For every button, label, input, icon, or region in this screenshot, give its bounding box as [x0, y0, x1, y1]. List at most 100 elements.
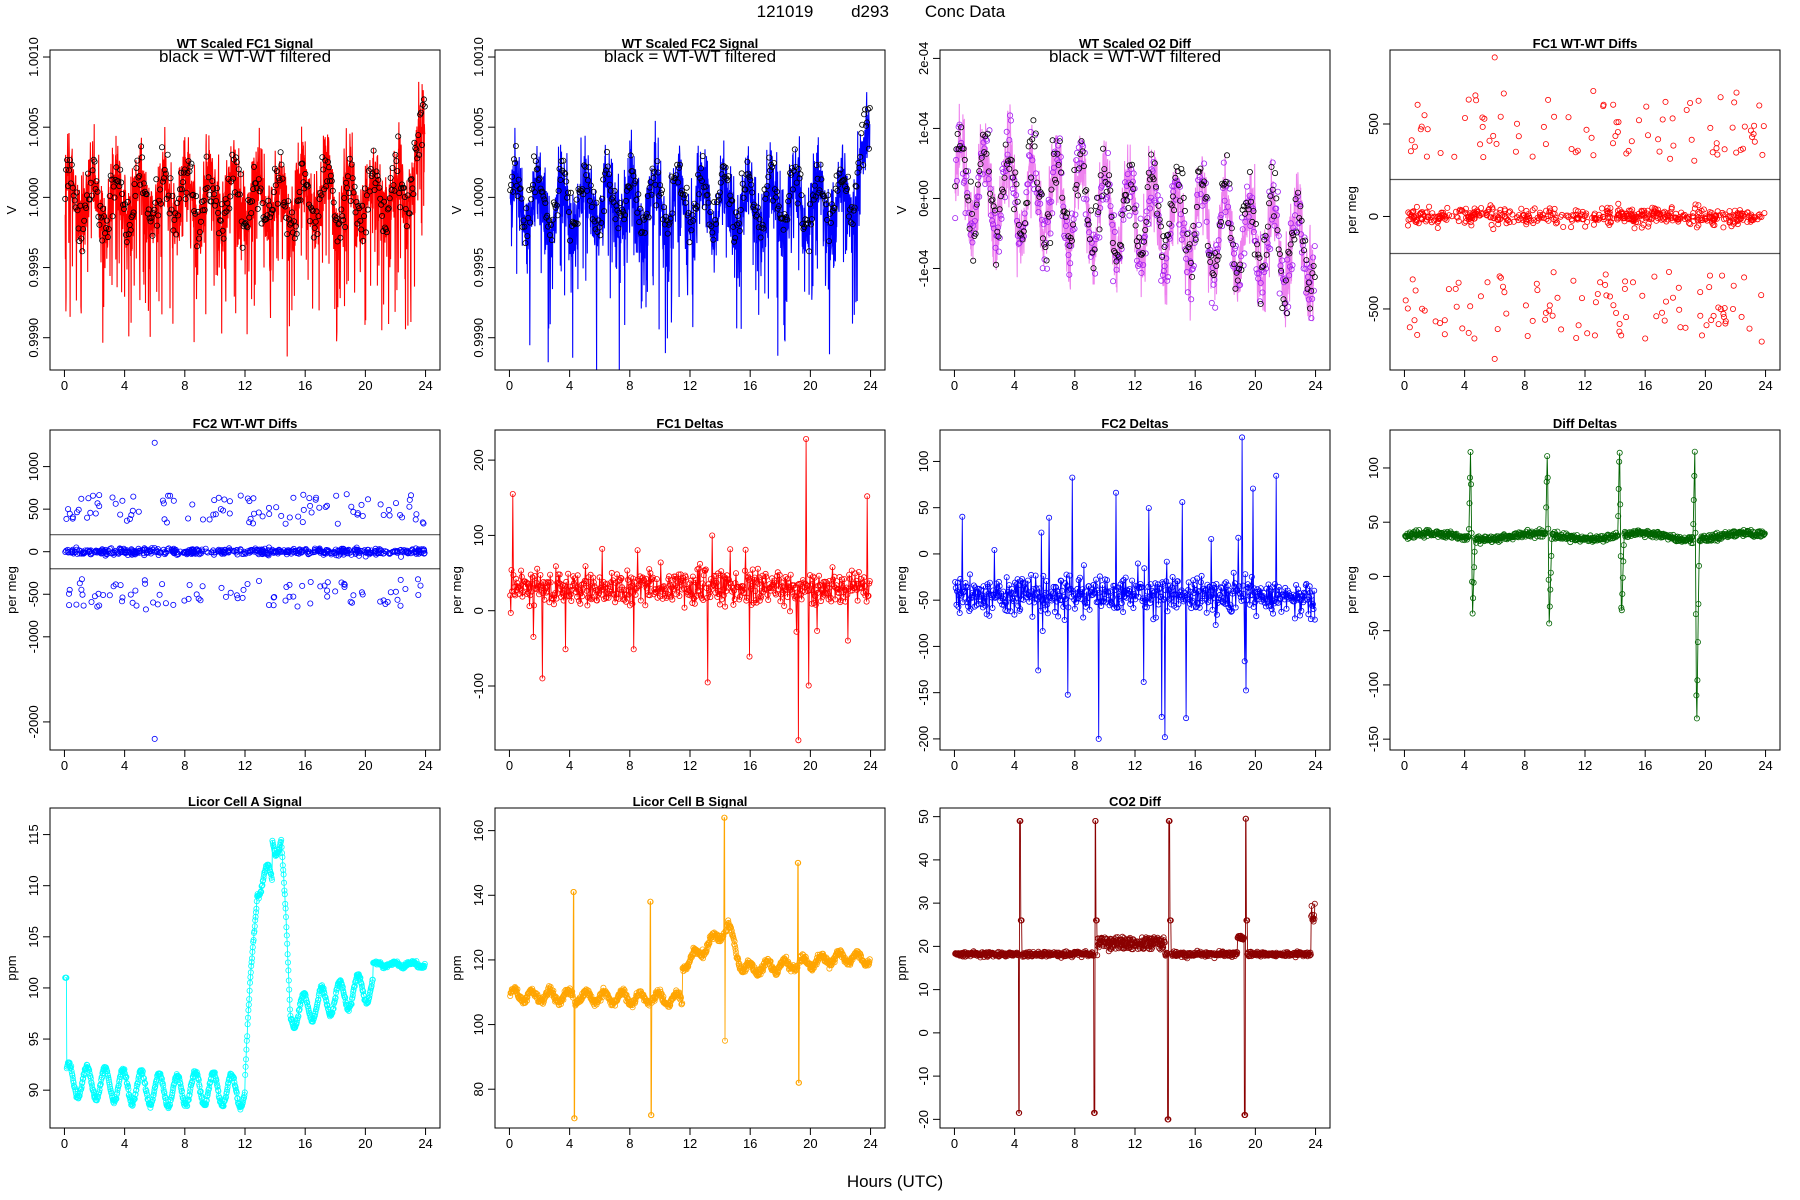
data-point [1512, 148, 1519, 155]
data-point [197, 218, 204, 225]
data-point [1276, 250, 1283, 257]
data-point [1036, 585, 1043, 592]
data-point [603, 167, 610, 174]
data-point [1032, 130, 1039, 137]
data-point [1091, 245, 1098, 252]
data-point [598, 591, 605, 598]
data-point [714, 593, 721, 600]
data-point [359, 513, 366, 520]
y-tick-label: 200 [471, 449, 486, 471]
data-point [95, 213, 102, 220]
data-point [1097, 172, 1104, 179]
data-point [296, 189, 303, 196]
data-point [550, 601, 557, 608]
data-point [1203, 587, 1210, 594]
data-point [612, 599, 619, 606]
data-point [1086, 583, 1093, 590]
data-point [638, 229, 645, 236]
data-point [746, 173, 753, 180]
data-point [984, 169, 991, 176]
data-point [1113, 258, 1120, 265]
data-point [386, 512, 393, 519]
data-point [1446, 212, 1453, 219]
data-point [1073, 181, 1080, 188]
data-point [1222, 208, 1229, 215]
data-point [1465, 96, 1472, 103]
figure-title-date: 121019 [757, 2, 814, 21]
data-point [250, 495, 257, 502]
data-point [1756, 102, 1763, 109]
data-point [235, 166, 242, 173]
data-point [1008, 589, 1015, 596]
data-point [861, 583, 868, 590]
data-point [1653, 209, 1660, 216]
y-tick-label: 2e-04 [916, 42, 931, 75]
data-point [1226, 180, 1233, 187]
data-point [282, 549, 289, 556]
data-point [1215, 237, 1222, 244]
data-point [83, 204, 90, 211]
data-point [1186, 241, 1193, 248]
data-point [622, 212, 629, 219]
data-point [808, 216, 815, 223]
data-point [509, 173, 516, 180]
data-point [1048, 186, 1055, 193]
data-point [1471, 564, 1478, 571]
data-point [1000, 188, 1007, 195]
data-point [1013, 181, 1020, 188]
data-point [247, 515, 254, 522]
data-point [1630, 218, 1637, 225]
data-point [707, 576, 714, 583]
data-point [832, 185, 839, 192]
data-point [777, 598, 784, 605]
data-point [812, 193, 819, 200]
data-point [1096, 573, 1103, 580]
data-point [1543, 504, 1550, 511]
data-point [720, 592, 727, 599]
data-point [1694, 677, 1701, 684]
data-point [1137, 215, 1144, 222]
data-point [1307, 589, 1314, 596]
data-point [1301, 247, 1308, 254]
data-point [186, 582, 193, 589]
data-point [977, 591, 984, 598]
data-point [105, 225, 112, 232]
data-point [250, 510, 257, 517]
data-point [1004, 608, 1011, 615]
data-point [211, 497, 218, 504]
data-point [1260, 596, 1267, 603]
data-point [296, 547, 303, 554]
data-point [864, 493, 871, 500]
data-point [1136, 234, 1143, 241]
data-point [397, 547, 404, 554]
data-point [1148, 596, 1155, 603]
data-point [1279, 305, 1286, 312]
data-point [794, 200, 801, 207]
data-point [1011, 206, 1018, 213]
x-tick-label: 0 [1401, 758, 1408, 773]
x-tick-label: 16 [1638, 758, 1652, 773]
data-point [1692, 201, 1699, 208]
data-point [1675, 284, 1682, 291]
data-point [1738, 313, 1745, 320]
data-point [590, 579, 597, 586]
data-point [660, 583, 667, 590]
data-point [282, 203, 289, 210]
data-point [1063, 217, 1070, 224]
x-tick-label: 8 [1521, 758, 1528, 773]
data-point [1280, 296, 1287, 303]
data-point [1132, 222, 1139, 229]
x-tick-label: 24 [863, 758, 877, 773]
data-point [982, 602, 989, 609]
data-point [547, 579, 554, 586]
data-point [960, 145, 967, 152]
data-point [1465, 533, 1472, 540]
y-tick-label: 1000 [26, 452, 41, 481]
data-point [325, 164, 332, 171]
data-point [1697, 312, 1704, 319]
data-point [151, 545, 158, 552]
data-point [362, 229, 369, 236]
data-point [99, 237, 106, 244]
